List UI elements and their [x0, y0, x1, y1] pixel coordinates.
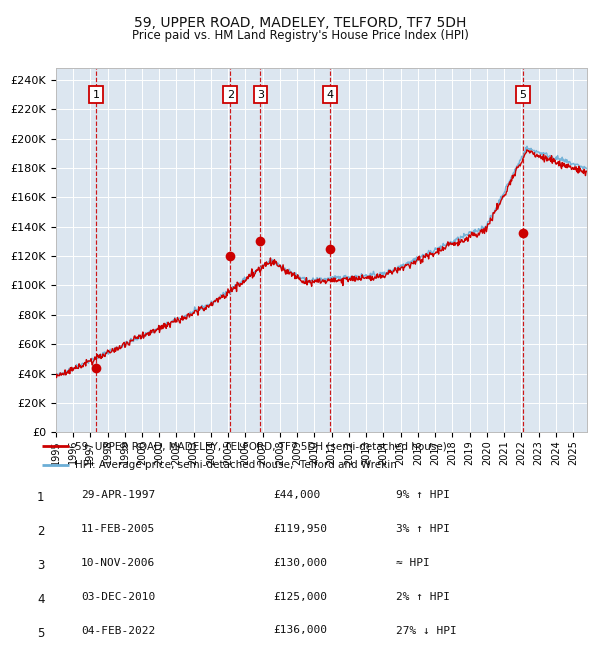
Text: 3% ↑ HPI: 3% ↑ HPI — [396, 524, 450, 534]
Text: 11-FEB-2005: 11-FEB-2005 — [81, 524, 155, 534]
Text: £130,000: £130,000 — [273, 558, 327, 568]
Text: 4: 4 — [327, 90, 334, 99]
Text: Price paid vs. HM Land Registry's House Price Index (HPI): Price paid vs. HM Land Registry's House … — [131, 29, 469, 42]
Text: 9% ↑ HPI: 9% ↑ HPI — [396, 490, 450, 501]
Text: 2% ↑ HPI: 2% ↑ HPI — [396, 592, 450, 602]
Text: 5: 5 — [37, 627, 44, 640]
Text: 29-APR-1997: 29-APR-1997 — [81, 490, 155, 501]
Text: ≈ HPI: ≈ HPI — [396, 558, 430, 568]
Text: £119,950: £119,950 — [273, 524, 327, 534]
Text: 27% ↓ HPI: 27% ↓ HPI — [396, 625, 457, 636]
Text: 5: 5 — [520, 90, 526, 99]
Text: 3: 3 — [257, 90, 264, 99]
Text: 2: 2 — [227, 90, 234, 99]
Text: 2: 2 — [37, 525, 44, 538]
Text: £125,000: £125,000 — [273, 592, 327, 602]
Text: £136,000: £136,000 — [273, 625, 327, 636]
Text: 59, UPPER ROAD, MADELEY, TELFORD, TF7 5DH (semi-detached house): 59, UPPER ROAD, MADELEY, TELFORD, TF7 5D… — [75, 441, 446, 451]
Text: HPI: Average price, semi-detached house,  Telford and Wrekin: HPI: Average price, semi-detached house,… — [75, 460, 397, 470]
Text: 59, UPPER ROAD, MADELEY, TELFORD, TF7 5DH: 59, UPPER ROAD, MADELEY, TELFORD, TF7 5D… — [134, 16, 466, 31]
Text: 03-DEC-2010: 03-DEC-2010 — [81, 592, 155, 602]
Text: £44,000: £44,000 — [273, 490, 320, 501]
Text: 1: 1 — [37, 491, 44, 504]
Text: 3: 3 — [37, 559, 44, 572]
Text: 10-NOV-2006: 10-NOV-2006 — [81, 558, 155, 568]
Text: 04-FEB-2022: 04-FEB-2022 — [81, 625, 155, 636]
Text: 4: 4 — [37, 593, 44, 606]
Text: 1: 1 — [92, 90, 100, 99]
